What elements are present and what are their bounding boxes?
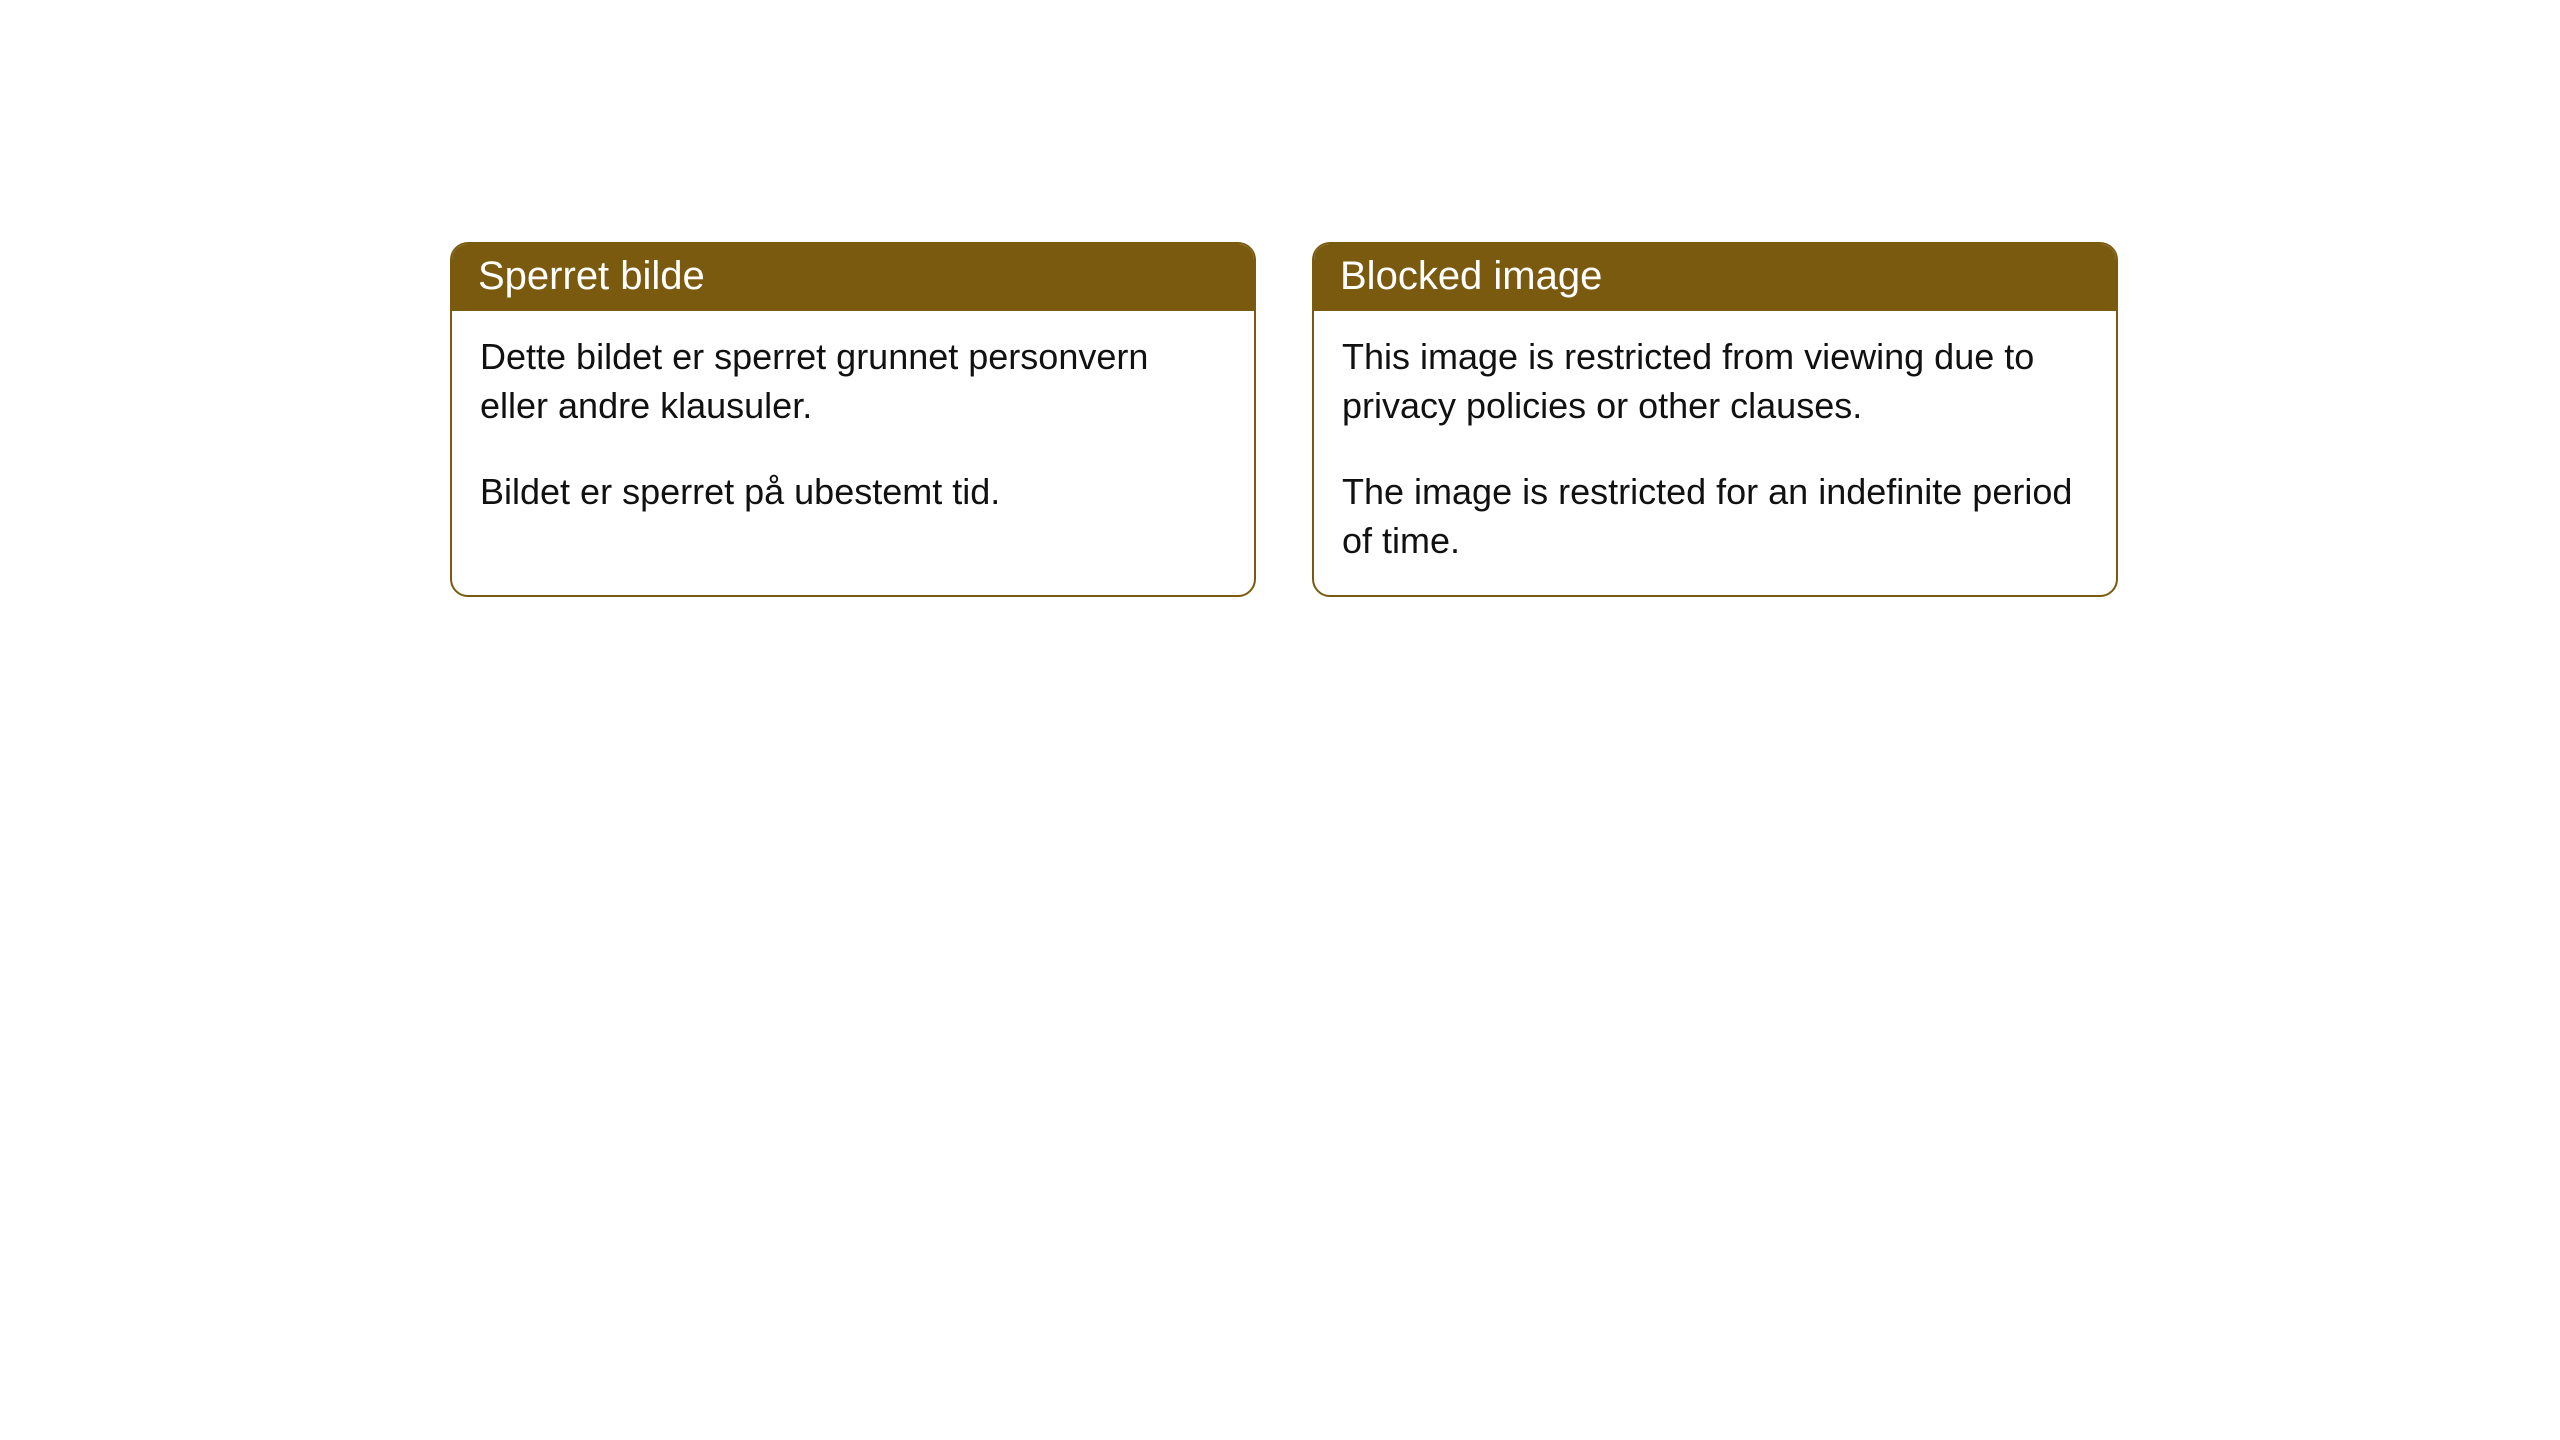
card-title: Sperret bilde	[478, 254, 705, 298]
card-title: Blocked image	[1340, 254, 1602, 298]
card-body: Dette bildet er sperret grunnet personve…	[452, 311, 1254, 547]
card-header: Blocked image	[1314, 244, 2116, 311]
card-body: This image is restricted from viewing du…	[1314, 311, 2116, 595]
card-header: Sperret bilde	[452, 244, 1254, 311]
blocked-image-card-en: Blocked image This image is restricted f…	[1312, 242, 2118, 597]
blocked-image-card-no: Sperret bilde Dette bildet er sperret gr…	[450, 242, 1256, 597]
card-paragraph: Bildet er sperret på ubestemt tid.	[480, 468, 1226, 517]
card-paragraph: The image is restricted for an indefinit…	[1342, 468, 2088, 565]
card-paragraph: Dette bildet er sperret grunnet personve…	[480, 333, 1226, 430]
notice-cards-container: Sperret bilde Dette bildet er sperret gr…	[450, 242, 2118, 597]
card-paragraph: This image is restricted from viewing du…	[1342, 333, 2088, 430]
